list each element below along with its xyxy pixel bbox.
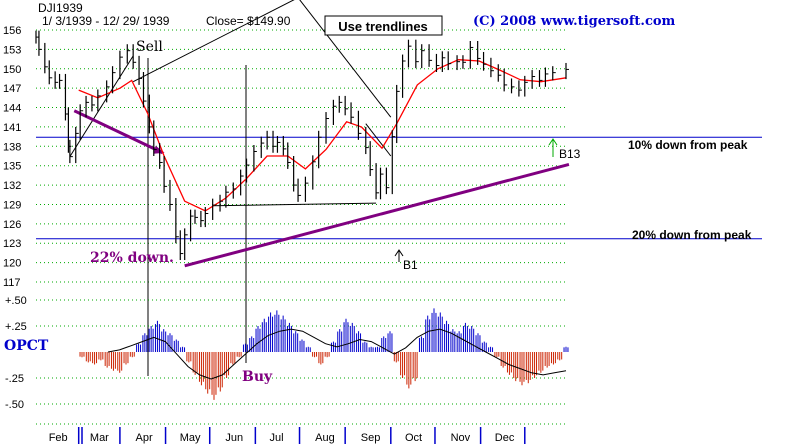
opct-tick-label: -.25 <box>5 373 24 385</box>
b13-arrow-icon <box>548 138 558 157</box>
y-tick-label: 123 <box>3 238 21 250</box>
trendlines-box <box>324 15 443 36</box>
guide-line <box>132 0 295 83</box>
date-range: 1/ 3/1939 - 12/ 29/ 1939 <box>42 14 170 28</box>
down-22-label: 22% down. <box>90 250 174 266</box>
close-value: Close= $149.90 <box>206 14 291 28</box>
month-label: Oct <box>405 432 422 444</box>
twenty-pct-label: 20% down from peak <box>632 228 752 242</box>
opct-tick-label: -.50 <box>5 399 24 411</box>
trendline <box>184 162 570 268</box>
y-tick-label: 135 <box>3 161 21 173</box>
guide-line <box>212 202 377 207</box>
month-label: Nov <box>451 432 471 444</box>
guide-line <box>365 123 392 157</box>
y-tick-label: 144 <box>3 103 21 115</box>
moving-average-layer <box>78 59 567 212</box>
y-tick-label: 138 <box>3 141 21 153</box>
y-tick-label: 120 <box>3 258 21 270</box>
month-label: Sep <box>361 432 381 444</box>
opct-tick-label: +.50 <box>5 295 27 307</box>
opct-oscillator-line <box>107 328 567 380</box>
y-tick-label: 147 <box>3 83 21 95</box>
month-label: Jul <box>270 432 284 444</box>
month-labels: Feb Mar Apr May Jun Jul Aug Sep Oct Nov Dec <box>49 432 515 444</box>
month-label: May <box>180 432 201 444</box>
opct-label: OPCT <box>4 338 49 354</box>
opct-tick-label: +.25 <box>5 321 27 333</box>
ten-pct-label: 10% down from peak <box>628 138 748 152</box>
price-y-ticks: 117 120 123 126 129 132 135 138 141 144 147 150 153 1… <box>3 25 21 289</box>
trendline <box>73 109 164 155</box>
sell-label: Sell <box>136 39 163 55</box>
guide-lines <box>69 0 392 207</box>
opct-panel <box>36 299 569 405</box>
guide-line <box>299 0 392 118</box>
y-tick-label: 150 <box>3 64 21 76</box>
y-tick-label: 117 <box>3 277 21 289</box>
moving-average-line <box>78 59 567 212</box>
y-tick-label: 129 <box>3 199 21 211</box>
y-tick-label: 126 <box>3 219 21 231</box>
month-label: Aug <box>315 432 335 444</box>
b1-label: B1 <box>403 258 418 272</box>
month-label: Dec <box>495 432 515 444</box>
month-label: Jun <box>225 432 243 444</box>
y-tick-label: 132 <box>3 180 21 192</box>
month-axis <box>36 423 566 444</box>
price-bars <box>35 30 569 261</box>
month-label: Mar <box>90 432 109 444</box>
copyright: (C) 2008 www.tigersoft.com <box>473 14 676 29</box>
chart-symbol: DJI1939 <box>38 1 83 15</box>
month-label: Feb <box>49 432 68 444</box>
b13-label: B13 <box>559 147 581 161</box>
opct-y-ticks: +.50 +.25 -.25 -.50 <box>5 295 27 411</box>
trendlines-box-label: Use trendlines <box>338 19 428 34</box>
y-tick-label: 153 <box>3 44 21 56</box>
month-label: Apr <box>136 432 153 444</box>
y-tick-label: 156 <box>3 25 21 37</box>
b1-arrow-icon <box>394 249 404 262</box>
buy-label: Buy <box>242 369 273 385</box>
y-tick-label: 141 <box>3 122 21 134</box>
